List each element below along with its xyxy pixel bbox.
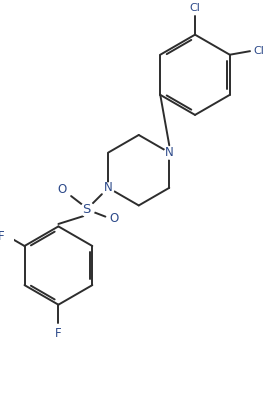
Text: N: N [104,181,113,194]
Text: Cl: Cl [253,46,264,56]
Text: S: S [83,203,91,216]
Text: F: F [0,230,5,243]
Text: F: F [55,327,62,340]
Text: Cl: Cl [189,3,201,13]
Text: N: N [165,146,174,159]
Text: O: O [58,183,67,196]
Text: O: O [110,211,119,225]
